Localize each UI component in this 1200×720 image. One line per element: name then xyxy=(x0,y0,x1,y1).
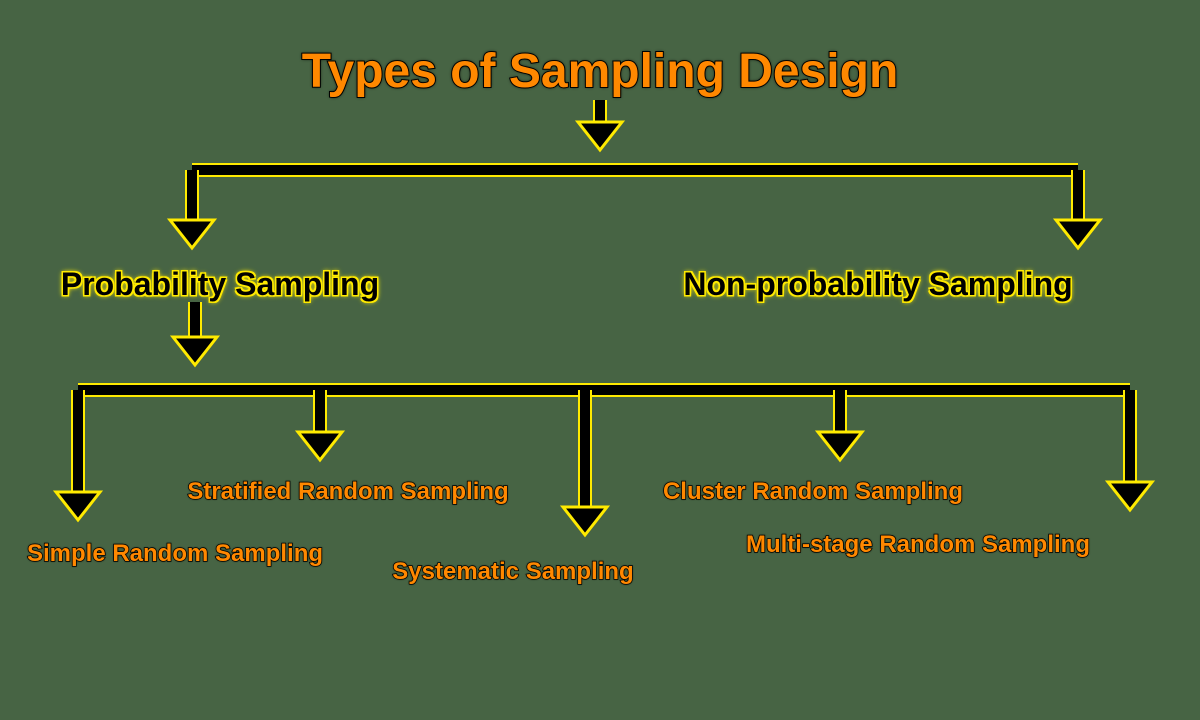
connector-lines xyxy=(0,0,1200,720)
